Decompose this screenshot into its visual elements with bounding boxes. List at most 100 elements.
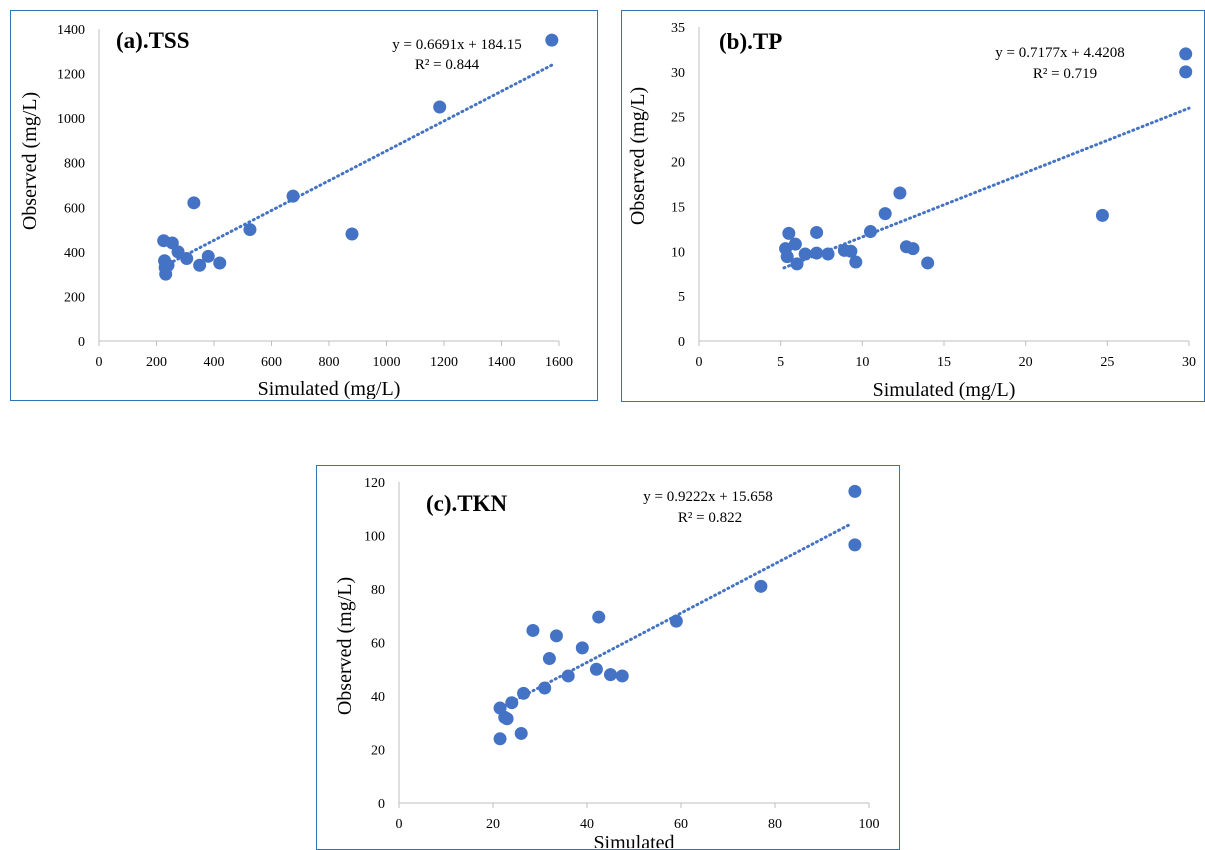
x-axis-title: Simulated (mg/L) <box>873 379 1016 400</box>
y-axis-title: Observed (mg/L) <box>19 92 41 230</box>
y-tick-label: 20 <box>671 156 685 171</box>
data-point <box>1179 47 1193 61</box>
data-point <box>545 33 559 47</box>
data-point <box>921 256 935 270</box>
trendline-equation: y = 0.9222x + 15.658 <box>643 489 772 505</box>
data-point <box>754 579 768 593</box>
data-point <box>180 252 194 266</box>
data-point <box>538 681 552 695</box>
data-point <box>878 207 892 221</box>
y-tick-label: 0 <box>78 335 85 350</box>
x-axis-title: Simulated (mg/L) <box>258 378 401 399</box>
data-point <box>790 257 804 271</box>
data-point <box>821 247 835 261</box>
data-point <box>604 668 617 682</box>
y-tick-label: 120 <box>364 476 385 491</box>
x-tick-label: 0 <box>696 355 703 370</box>
y-tick-label: 10 <box>671 245 685 260</box>
y-tick-label: 80 <box>371 583 385 598</box>
data-point <box>669 614 683 628</box>
x-tick-label: 800 <box>319 355 340 370</box>
data-point <box>844 244 858 258</box>
y-tick-label: 30 <box>671 66 685 81</box>
y-tick-label: 15 <box>671 200 685 215</box>
chart-panel-tss: 0 200 400 600 800 1000 1200 1400 1600 0 200 400 600 8… <box>10 10 598 401</box>
y-tick-label: 800 <box>64 157 85 172</box>
y-tick-label: 5 <box>678 290 685 305</box>
data-point <box>201 249 215 263</box>
data-point <box>517 686 531 700</box>
data-point <box>193 258 207 272</box>
data-point <box>848 538 862 552</box>
r-squared-label: R² = 0.844 <box>415 57 480 73</box>
y-tick-label: 0 <box>678 335 685 350</box>
tss-chart: 0 200 400 600 800 1000 1200 1400 1600 0 200 400 600 8… <box>19 23 573 399</box>
x-tick-label: 40 <box>580 817 594 832</box>
y-tick-label: 1000 <box>57 112 85 127</box>
data-point <box>243 223 257 237</box>
trendline-equation: y = 0.6691x + 184.15 <box>392 37 521 53</box>
data-point <box>433 100 447 114</box>
x-tick-label: 60 <box>674 817 688 832</box>
data-point <box>780 250 794 264</box>
data-point <box>1095 208 1109 222</box>
data-point <box>798 247 812 261</box>
x-tick-label: 1000 <box>373 355 401 370</box>
x-tick-label: 0 <box>96 355 103 370</box>
chart-panel-tkn: 0 20 40 60 80 100 0 20 40 60 80 100 120 (c).TKN y = 0.… <box>316 465 900 850</box>
y-tick-label: 1400 <box>57 23 85 38</box>
trendline-equation: y = 0.7177x + 4.4208 <box>995 45 1124 61</box>
data-point <box>161 258 175 272</box>
x-tick-label: 1600 <box>545 355 573 370</box>
data-point <box>849 255 863 269</box>
y-tick-label: 25 <box>671 111 685 126</box>
data-point <box>810 225 824 239</box>
x-tick-label: 20 <box>486 817 500 832</box>
x-tick-label: 30 <box>1182 355 1196 370</box>
data-point <box>615 669 629 683</box>
x-tick-label: 200 <box>146 355 167 370</box>
x-tick-label: 400 <box>204 355 225 370</box>
y-tick-label: 40 <box>371 690 385 705</box>
data-point <box>864 225 877 239</box>
x-tick-label: 0 <box>396 817 403 832</box>
r-squared-label: R² = 0.719 <box>1033 66 1097 82</box>
y-tick-label: 35 <box>671 21 685 36</box>
y-tick-label: 100 <box>364 530 385 545</box>
y-axis-title: Observed (mg/L) <box>627 87 649 225</box>
data-point <box>187 196 201 210</box>
data-point <box>810 246 824 260</box>
data-point <box>514 726 528 740</box>
y-tick-label: 0 <box>378 797 385 812</box>
x-tick-label: 10 <box>855 355 869 370</box>
trendline <box>163 63 554 268</box>
x-tick-label: 80 <box>768 817 782 832</box>
y-tick-label: 200 <box>64 290 85 305</box>
x-tick-label: 20 <box>1019 355 1033 370</box>
x-tick-label: 100 <box>859 817 880 832</box>
data-point <box>561 669 575 683</box>
data-point <box>549 629 563 643</box>
y-tick-label: 400 <box>64 246 85 261</box>
tp-chart: 0 5 10 15 20 25 30 0 5 10 15 20 25 30 35 (b).TP y = 0.71… <box>627 21 1196 400</box>
y-axis-title: Observed (mg/L) <box>334 577 356 715</box>
data-point <box>1179 65 1193 79</box>
x-tick-label: 1400 <box>488 355 516 370</box>
data-point <box>782 226 796 240</box>
data-point <box>589 662 603 676</box>
x-tick-label: 15 <box>937 355 951 370</box>
data-point <box>788 237 802 251</box>
data-point <box>500 712 514 726</box>
x-tick-label: 1200 <box>430 355 458 370</box>
data-point <box>906 242 920 256</box>
panel-title: (b).TP <box>719 29 782 54</box>
data-point <box>213 256 227 270</box>
chart-panel-tp: 0 5 10 15 20 25 30 0 5 10 15 20 25 30 35 (b).TP y = 0.71… <box>621 10 1205 402</box>
panel-title: (a).TSS <box>116 28 190 53</box>
tkn-chart: 0 20 40 60 80 100 0 20 40 60 80 100 120 (c).TKN y = 0.… <box>334 476 880 848</box>
x-tick-label: 5 <box>777 355 784 370</box>
data-point <box>345 227 359 241</box>
y-tick-label: 1200 <box>57 68 85 83</box>
data-point <box>286 189 300 203</box>
data-point <box>893 186 907 200</box>
